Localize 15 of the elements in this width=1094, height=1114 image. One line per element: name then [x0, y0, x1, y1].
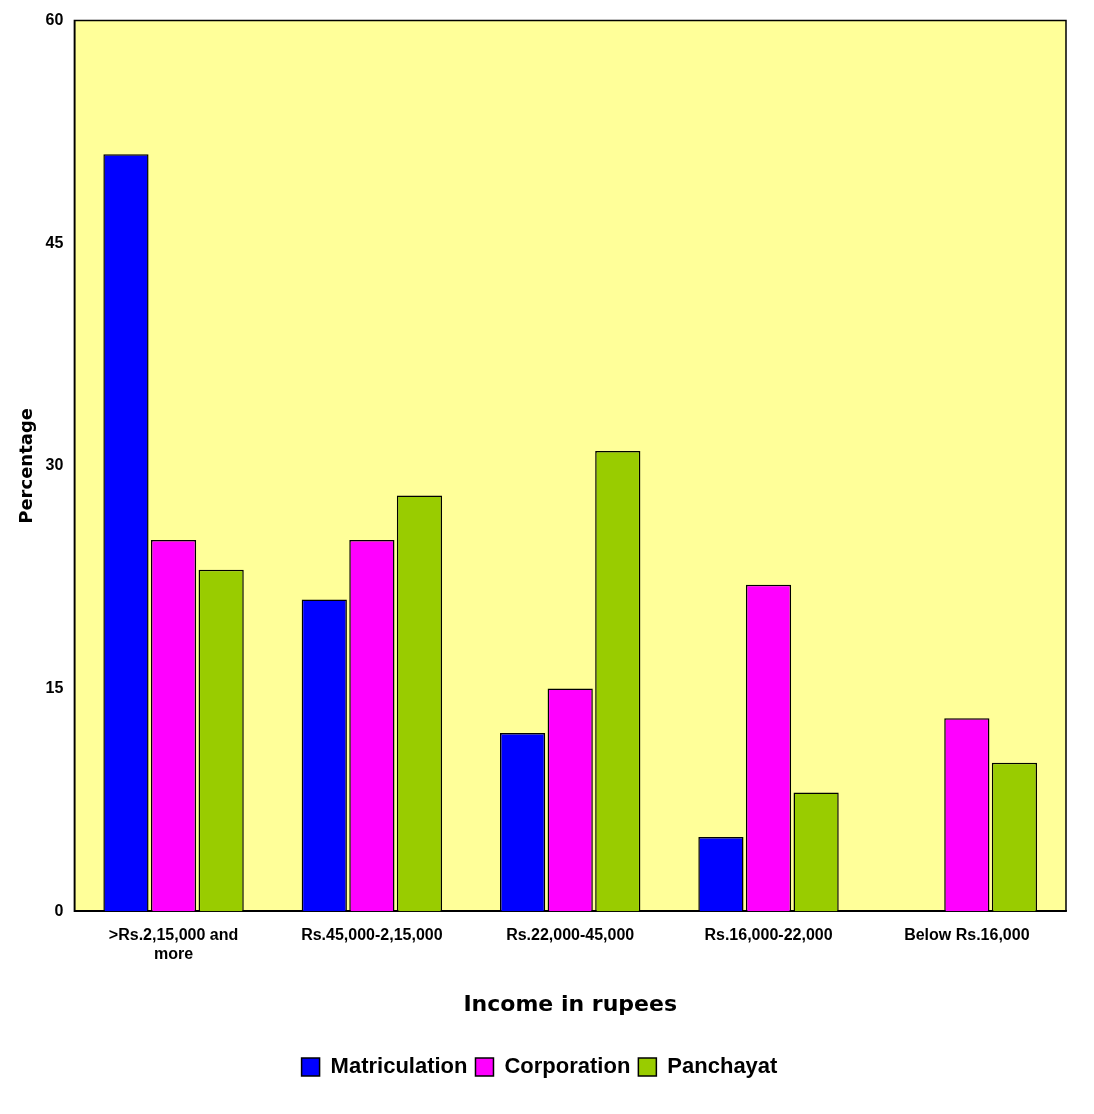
- x-tick-label: >Rs.2,15,000 and more: [108, 926, 239, 963]
- legend-label: Corporation: [504, 1053, 631, 1079]
- x-tick-label: Rs.22,000-45,000: [506, 926, 635, 944]
- y-axis-title: Percentage: [15, 407, 37, 524]
- y-tick-label: 0: [54, 901, 64, 919]
- y-tick-label: 60: [45, 11, 64, 29]
- y-tick-label: 45: [45, 233, 64, 251]
- y-tick-label: 15: [45, 678, 64, 696]
- legend-label: Matriculation: [330, 1053, 468, 1079]
- x-tick-label: Rs.16,000-22,000: [704, 926, 833, 944]
- x-axis-title: Income in rupees: [463, 990, 677, 1016]
- x-tick-label: Rs.45,000-2,15,000: [301, 926, 443, 944]
- x-tick-label: Below Rs.16,000: [904, 926, 1030, 944]
- y-tick-label: 30: [45, 456, 64, 474]
- legend-label: Panchayat: [667, 1053, 779, 1079]
